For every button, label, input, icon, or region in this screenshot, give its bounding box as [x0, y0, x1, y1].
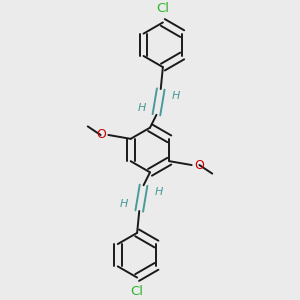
Text: Cl: Cl	[130, 285, 144, 298]
Text: H: H	[154, 187, 163, 197]
Text: H: H	[137, 103, 146, 113]
Text: H: H	[120, 199, 128, 209]
Text: O: O	[194, 158, 204, 172]
Text: Cl: Cl	[156, 2, 170, 15]
Text: H: H	[172, 91, 180, 101]
Text: O: O	[96, 128, 106, 142]
